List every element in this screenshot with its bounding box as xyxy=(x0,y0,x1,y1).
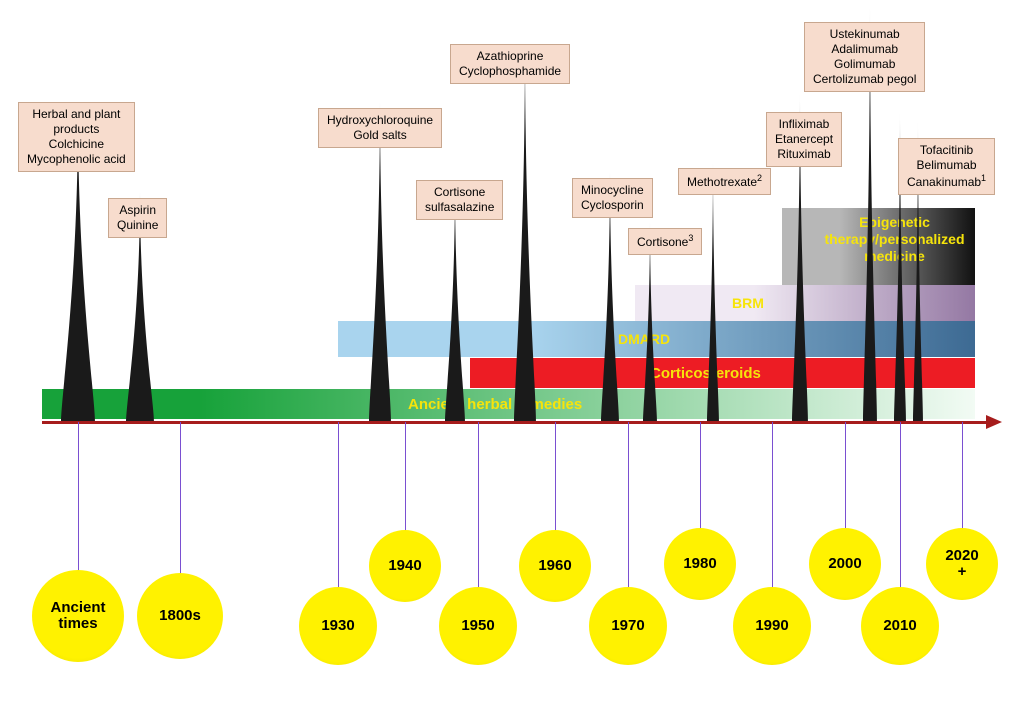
year-label: 2000 xyxy=(828,556,861,573)
year-label: 1930 xyxy=(321,618,354,635)
callout-c_ancient: Herbal and plantproductsColchicineMycoph… xyxy=(18,102,135,172)
year-label: 1940 xyxy=(388,558,421,575)
callout-line: Hydroxychloroquine xyxy=(327,113,433,128)
year-bubble-0: Ancienttimes xyxy=(32,570,124,662)
band-label-herbal: Ancient herbal remedies xyxy=(408,396,582,413)
callout-line: Aspirin xyxy=(117,203,158,218)
year-bubble-5: 1960 xyxy=(519,530,591,602)
callout-line: Herbal and plant xyxy=(27,107,126,122)
callout-c_inflix: InfliximabEtanerceptRituximab xyxy=(766,112,842,167)
callout-c_mtx: Methotrexate2 xyxy=(678,168,771,195)
band-label-brm: BRM xyxy=(732,295,764,311)
callout-line: Adalimumab xyxy=(813,42,916,57)
callout-line: Etanercept xyxy=(775,132,833,147)
callout-c_ustek: UstekinumabAdalimumabGolimumabCertolizum… xyxy=(804,22,925,92)
year-label: 1800s xyxy=(159,608,201,625)
year-label: 1970 xyxy=(611,618,644,635)
callout-line: Cyclosporin xyxy=(581,198,644,213)
year-label: 1960 xyxy=(538,558,571,575)
timeline-stage: Ancient herbal remediesCorticosteroidsDM… xyxy=(0,0,1024,713)
callout-line: Azathioprine xyxy=(459,49,561,64)
callout-line: Canakinumab1 xyxy=(907,173,986,190)
callout-line: Golimumab xyxy=(813,57,916,72)
callout-line: Certolizumab pegol xyxy=(813,72,916,87)
axis-arrowhead xyxy=(986,415,1002,429)
year-tick-10 xyxy=(900,422,901,593)
spike-mtx xyxy=(707,162,719,422)
callout-line: Ustekinumab xyxy=(813,27,916,42)
callout-line: Tofacitinib xyxy=(907,143,986,158)
year-tick-5 xyxy=(555,422,556,536)
callout-line: Rituximab xyxy=(775,147,833,162)
year-label-line: + xyxy=(958,564,967,581)
callout-line: Methotrexate2 xyxy=(687,173,762,190)
year-tick-8 xyxy=(772,422,773,593)
year-label-line: times xyxy=(58,616,97,633)
year-tick-11 xyxy=(962,422,963,534)
year-bubble-10: 2010 xyxy=(861,587,939,665)
callout-c_cort3: Cortisone3 xyxy=(628,228,702,255)
year-label-line: 2020 xyxy=(945,548,978,565)
year-tick-3 xyxy=(405,422,406,536)
year-bubble-7: 1980 xyxy=(664,528,736,600)
callout-line: Infliximab xyxy=(775,117,833,132)
year-tick-1 xyxy=(180,422,181,579)
callout-line: Cyclophosphamide xyxy=(459,64,561,79)
year-tick-7 xyxy=(700,422,701,534)
year-bubble-9: 2000 xyxy=(809,528,881,600)
year-tick-9 xyxy=(845,422,846,534)
year-bubble-1: 1800s xyxy=(137,573,223,659)
year-tick-0 xyxy=(78,422,79,576)
callout-c_mino: MinocyclineCyclosporin xyxy=(572,178,653,218)
callout-c_aza: AzathioprineCyclophosphamide xyxy=(450,44,570,84)
year-label: 2010 xyxy=(883,618,916,635)
year-bubble-11: 2020+ xyxy=(926,528,998,600)
callout-line: sulfasalazine xyxy=(425,200,494,215)
year-bubble-8: 1990 xyxy=(733,587,811,665)
year-label-line: Ancient xyxy=(50,600,105,617)
year-tick-2 xyxy=(338,422,339,593)
callout-line: Colchicine xyxy=(27,137,126,152)
year-tick-6 xyxy=(628,422,629,593)
spike-hcq xyxy=(369,102,391,422)
band-label-cortico: Corticosteroids xyxy=(650,365,761,382)
callout-line: Gold salts xyxy=(327,128,433,143)
callout-c_1800s: AspirinQuinine xyxy=(108,198,167,238)
callout-c_hcq: HydroxychloroquineGold salts xyxy=(318,108,442,148)
year-bubble-4: 1950 xyxy=(439,587,517,665)
callout-c_cortsulfa: Cortisonesulfasalazine xyxy=(416,180,503,220)
callout-line: Mycophenolic acid xyxy=(27,152,126,167)
callout-line: Minocycline xyxy=(581,183,644,198)
spike-aza_cyclo xyxy=(514,42,536,422)
callout-c_tofa: TofacitinibBelimumabCanakinumab1 xyxy=(898,138,995,195)
year-label: 1980 xyxy=(683,556,716,573)
year-bubble-2: 1930 xyxy=(299,587,377,665)
year-bubble-6: 1970 xyxy=(589,587,667,665)
callout-line: Quinine xyxy=(117,218,158,233)
year-tick-4 xyxy=(478,422,479,593)
callout-line: Cortisone3 xyxy=(637,233,693,250)
year-label: 1990 xyxy=(755,618,788,635)
timeline-axis xyxy=(42,421,988,424)
callout-line: Cortisone xyxy=(425,185,494,200)
year-label: 1950 xyxy=(461,618,494,635)
callout-line: Belimumab xyxy=(907,158,986,173)
callout-line: products xyxy=(27,122,126,137)
year-bubble-3: 1940 xyxy=(369,530,441,602)
